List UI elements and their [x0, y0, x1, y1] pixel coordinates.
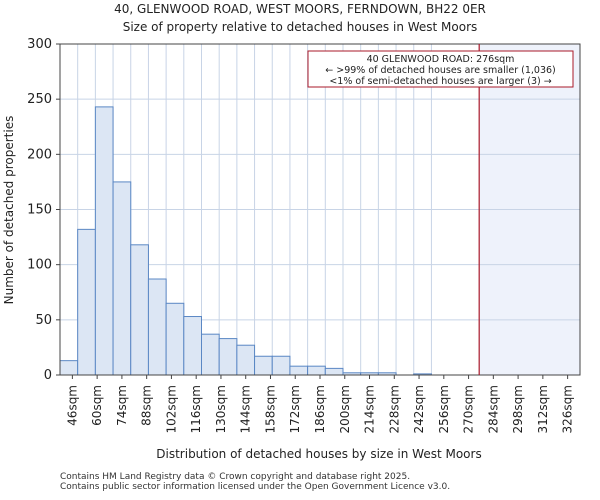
histogram-bar	[147, 278, 167, 376]
x-axis-label: Distribution of detached houses by size …	[156, 447, 481, 461]
chart-title-line1: 40, GLENWOOD ROAD, WEST MOORS, FERNDOWN,…	[114, 2, 486, 16]
y-tick-label: 250	[27, 92, 52, 107]
y-tick-label: 300	[27, 37, 52, 52]
histogram-bar	[254, 355, 273, 376]
histogram-bar	[236, 344, 256, 376]
x-tick-label: 228sqm	[387, 385, 401, 433]
x-tick-label: 130sqm	[214, 385, 228, 433]
annotation-line: <1% of semi-detached houses are larger (…	[329, 76, 551, 87]
annotation-line: ← >99% of detached houses are smaller (1…	[325, 65, 556, 76]
histogram-bar	[59, 360, 79, 376]
x-tick-label: 46sqm	[65, 385, 79, 426]
footer: Contains HM Land Registry data © Crown c…	[60, 472, 450, 492]
histogram-bar	[271, 355, 291, 376]
x-tick-label: 270sqm	[462, 385, 476, 433]
histogram-bar	[218, 338, 238, 376]
y-tick-label: 0	[44, 368, 52, 383]
x-tick-label: 298sqm	[511, 385, 525, 433]
y-axis-label: Number of detached properties	[2, 116, 16, 305]
histogram-bar	[324, 367, 344, 376]
x-tick-label: 200sqm	[338, 385, 352, 433]
histogram-bar	[94, 106, 114, 376]
histogram-bar	[200, 333, 220, 376]
y-tick-label: 200	[27, 147, 52, 162]
chart-title-line2: Size of property relative to detached ho…	[123, 20, 478, 34]
histogram-bar	[307, 365, 326, 376]
x-tick-label: 102sqm	[164, 385, 178, 433]
x-tick-layer: 46sqm 60sqm 74sqm 88sqm 102sqm 116sqm 130sqm 14…	[65, 375, 575, 433]
x-tick-label: 242sqm	[412, 385, 426, 433]
x-tick-label: 60sqm	[90, 385, 104, 426]
y-tick-layer: 0 50 100 150 200 250 300	[27, 37, 60, 383]
annotation-line: 40 GLENWOOD ROAD: 276sqm	[367, 54, 515, 65]
footer-line1: Contains HM Land Registry data © Crown c…	[60, 472, 411, 482]
bar-layer	[59, 106, 432, 376]
x-tick-label: 88sqm	[140, 385, 154, 426]
histogram-chart: 40, GLENWOOD ROAD, WEST MOORS, FERNDOWN,…	[2, 2, 581, 461]
histogram-bar	[130, 244, 149, 376]
x-tick-label: 326sqm	[561, 385, 575, 433]
gridline-layer	[59, 43, 580, 376]
marker-layer: 40 GLENWOOD ROAD: 276sqm← >99% of detach…	[307, 44, 574, 375]
histogram-bar	[112, 181, 132, 376]
x-tick-label: 74sqm	[115, 385, 129, 426]
histogram-bar	[165, 302, 185, 376]
y-tick-label: 150	[27, 203, 52, 218]
x-tick-label: 214sqm	[363, 385, 377, 433]
histogram-bar	[183, 316, 202, 376]
x-tick-label: 144sqm	[239, 385, 253, 433]
x-tick-label: 116sqm	[189, 385, 203, 433]
x-tick-label: 312sqm	[536, 385, 550, 433]
footer-line2: Contains public sector information licen…	[60, 482, 451, 492]
annotation-box	[307, 50, 574, 88]
x-tick-label: 158sqm	[263, 385, 277, 433]
y-tick-label: 100	[27, 258, 52, 273]
x-tick-label: 284sqm	[486, 385, 500, 433]
x-tick-label: 172sqm	[288, 385, 302, 433]
x-tick-label: 186sqm	[313, 385, 327, 433]
histogram-bar	[289, 365, 309, 376]
x-tick-label: 256sqm	[437, 385, 451, 433]
histogram-bar	[77, 228, 96, 376]
y-tick-label: 50	[35, 313, 52, 328]
